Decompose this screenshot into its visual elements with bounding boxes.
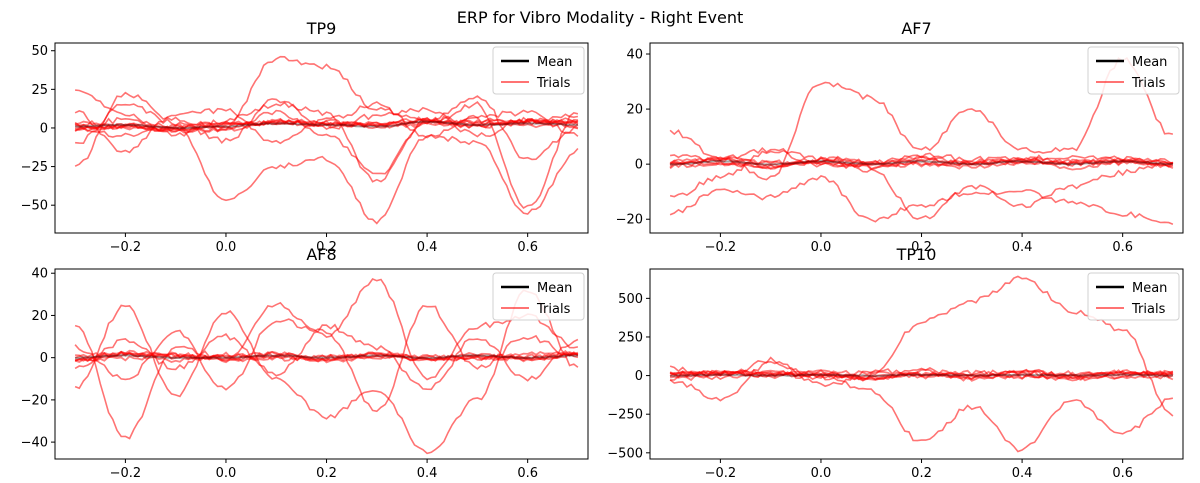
- trial-line: [75, 349, 579, 361]
- y-tick-label: 20: [31, 309, 48, 324]
- trial-line: [669, 175, 1174, 225]
- y-tick-label: −25: [21, 160, 48, 175]
- plot-lines: [669, 56, 1174, 225]
- legend-mean-label: Mean: [1132, 281, 1167, 296]
- axes-frame: [649, 42, 1184, 234]
- y-tick-label: 0: [635, 158, 643, 173]
- trial-line: [75, 98, 579, 145]
- mean-line: [75, 354, 578, 360]
- plot-lines: [74, 55, 579, 225]
- y-tick-label: 250: [618, 330, 643, 345]
- trial-line: [669, 368, 1174, 382]
- figure-title: ERP for Vibro Modality - Right Event: [456, 8, 744, 27]
- y-tick-label: −40: [21, 436, 48, 451]
- y-tick-label: 0: [635, 369, 643, 384]
- x-tick-label: 0.4: [1012, 240, 1033, 255]
- x-tick-label: 0.6: [517, 240, 538, 255]
- x-tick-label: −0.2: [705, 240, 737, 255]
- x-tick-label: 0.0: [811, 466, 832, 481]
- trial-line: [669, 149, 1174, 220]
- legend-mean-label: Mean: [537, 55, 572, 70]
- x-tick-label: 0.6: [517, 466, 538, 481]
- trial-line: [74, 125, 579, 225]
- axes-frame: [54, 42, 589, 234]
- legend: Mean Trials: [1087, 46, 1180, 95]
- x-tick-label: 0.0: [216, 240, 237, 255]
- subplot-title: TP10: [896, 245, 937, 264]
- subplot-title: AF7: [901, 19, 931, 38]
- mean-line: [670, 159, 1173, 166]
- plot-lines: [74, 278, 579, 455]
- x-tick-label: 0.4: [417, 466, 438, 481]
- y-tick-label: 40: [31, 267, 48, 282]
- legend-trials-label: Trials: [536, 76, 571, 91]
- subplot-title: AF8: [306, 245, 336, 264]
- legend: Mean Trials: [1087, 272, 1180, 321]
- y-tick-label: −20: [616, 213, 643, 228]
- y-tick-label: 25: [31, 83, 48, 98]
- trial-line: [74, 101, 579, 154]
- trial-line: [74, 289, 579, 455]
- y-tick-label: 20: [626, 103, 643, 118]
- y-tick-label: 0: [40, 121, 48, 136]
- x-tick-label: 0.6: [1112, 466, 1133, 481]
- legend-trials-label: Trials: [536, 302, 571, 317]
- y-tick-label: −500: [607, 446, 643, 461]
- legend: Mean Trials: [492, 272, 585, 321]
- x-tick-label: 0.0: [216, 466, 237, 481]
- y-tick-label: 0: [40, 351, 48, 366]
- x-tick-label: 0.0: [811, 240, 832, 255]
- trial-line: [75, 351, 579, 364]
- trial-line: [669, 157, 1174, 169]
- x-tick-label: 0.2: [316, 466, 337, 481]
- trial-line: [669, 155, 1174, 171]
- x-tick-label: 0.2: [316, 240, 337, 255]
- trial-line: [669, 56, 1174, 181]
- x-tick-label: 0.4: [1012, 466, 1033, 481]
- subplot-tp10: TP10 −0.2 0.0 0.2 0.4 0.6 −500 −250 0 250 500 Mean T…: [607, 245, 1184, 481]
- x-tick-label: −0.2: [110, 466, 142, 481]
- axes-frame: [54, 268, 589, 460]
- trial-line: [670, 369, 1173, 381]
- x-tick-label: −0.2: [110, 240, 142, 255]
- trial-line: [74, 278, 579, 440]
- legend: Mean Trials: [492, 46, 585, 95]
- y-tick-label: −50: [21, 199, 48, 214]
- y-tick-label: 500: [618, 292, 643, 307]
- x-tick-label: 0.2: [911, 240, 932, 255]
- trial-line: [669, 155, 1174, 170]
- trial-line: [75, 118, 579, 133]
- y-tick-label: 50: [31, 44, 48, 59]
- y-tick-label: 40: [626, 48, 643, 63]
- y-tick-label: −20: [21, 393, 48, 408]
- subplot-title: TP9: [306, 19, 337, 38]
- legend-mean-label: Mean: [1132, 55, 1167, 70]
- x-tick-label: 0.4: [417, 240, 438, 255]
- legend-trials-label: Trials: [1131, 302, 1166, 317]
- axes-frame: [649, 268, 1184, 460]
- mean-line: [75, 120, 578, 130]
- subplot-af7: AF7 −0.2 0.0 0.2 0.4 0.6 −20 0 20 40 Mean Trials: [616, 19, 1184, 255]
- x-tick-label: −0.2: [705, 466, 737, 481]
- trial-line: [669, 156, 1174, 170]
- subplot-af8: AF8 −0.2 0.0 0.2 0.4 0.6 −40 −20 0 20 40 Mean Trials: [21, 245, 589, 481]
- x-tick-label: 0.6: [1112, 240, 1133, 255]
- trial-line: [75, 89, 579, 183]
- y-tick-label: −250: [607, 408, 643, 423]
- mean-line: [670, 373, 1174, 378]
- subplot-tp9: TP9 −0.2 0.0 0.2 0.4 0.6 −50 −25 0 25 50 Mean Trials: [21, 19, 589, 255]
- legend-trials-label: Trials: [1131, 76, 1166, 91]
- x-tick-label: 0.2: [911, 466, 932, 481]
- trial-line: [74, 323, 579, 391]
- trial-line: [74, 91, 579, 210]
- legend-mean-label: Mean: [537, 281, 572, 296]
